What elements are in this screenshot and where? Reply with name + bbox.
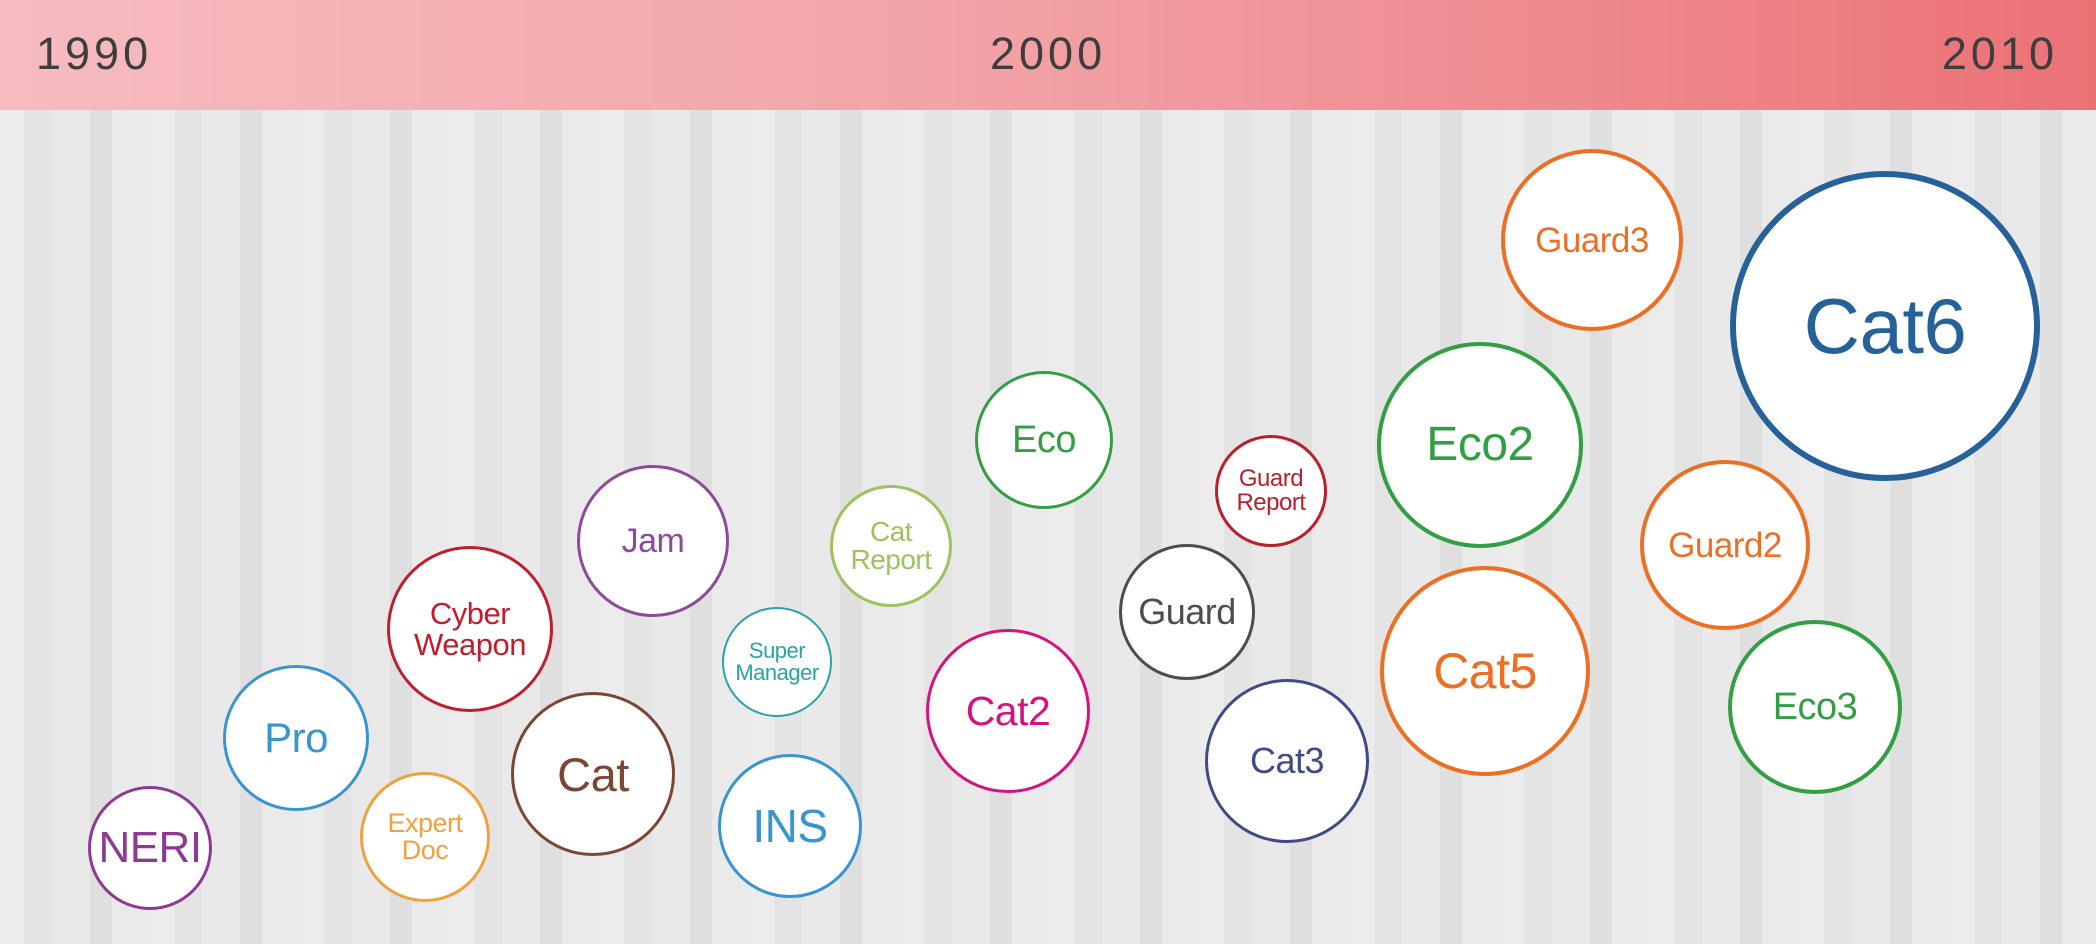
year-label-start: 1990 bbox=[36, 28, 153, 79]
project-bubble-guard3[interactable]: Guard3 bbox=[1501, 149, 1683, 331]
project-bubble-expert-doc[interactable]: Expert Doc bbox=[360, 772, 490, 902]
project-bubble-pro[interactable]: Pro bbox=[223, 665, 369, 811]
project-bubble-ins[interactable]: INS bbox=[718, 754, 862, 898]
project-bubble-guard[interactable]: Guard bbox=[1119, 544, 1255, 680]
year-label-end: 2010 bbox=[1941, 28, 2058, 79]
project-bubble-cyber-weapon[interactable]: Cyber Weapon bbox=[387, 546, 553, 712]
project-bubble-cat2[interactable]: Cat2 bbox=[926, 629, 1090, 793]
project-bubble-cat3[interactable]: Cat3 bbox=[1205, 679, 1369, 843]
project-bubble-eco3[interactable]: Eco3 bbox=[1728, 620, 1902, 794]
project-bubble-cat-report[interactable]: Cat Report bbox=[830, 485, 952, 607]
project-bubble-cat5[interactable]: Cat5 bbox=[1380, 566, 1590, 776]
project-bubble-jam[interactable]: Jam bbox=[577, 465, 729, 617]
project-bubble-guard2[interactable]: Guard2 bbox=[1640, 460, 1810, 630]
year-label-middle: 2000 bbox=[990, 28, 1107, 79]
project-bubble-guard-report[interactable]: Guard Report bbox=[1215, 435, 1327, 547]
project-bubble-eco[interactable]: Eco bbox=[975, 371, 1113, 509]
project-bubble-cat6[interactable]: Cat6 bbox=[1730, 171, 2040, 481]
year-axis-header: 1990 2000 2010 bbox=[0, 0, 2096, 110]
project-bubble-neri[interactable]: NERI bbox=[88, 786, 212, 910]
project-bubble-cat[interactable]: Cat bbox=[511, 692, 675, 856]
project-bubble-super-manager[interactable]: Super Manager bbox=[722, 607, 832, 717]
project-bubble-eco2[interactable]: Eco2 bbox=[1377, 342, 1583, 548]
